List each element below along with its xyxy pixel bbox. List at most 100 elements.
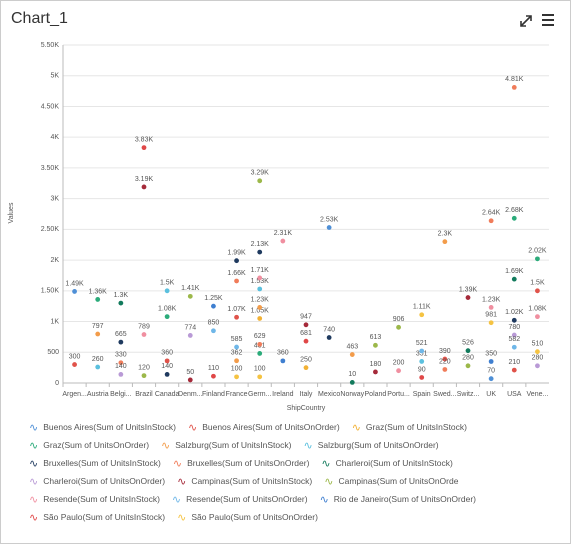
- y-tick-label: 4K: [50, 134, 59, 141]
- data-label: 2.13K: [251, 241, 270, 248]
- point: [141, 184, 147, 190]
- data-label: 100: [231, 366, 243, 373]
- data-label: 70: [487, 368, 495, 375]
- data-label: 280: [462, 355, 474, 362]
- legend-item[interactable]: ∿ Graz(Sum of UnitsInStock): [352, 419, 467, 435]
- data-label: 780: [508, 324, 520, 331]
- legend-icon: ∿: [351, 421, 361, 434]
- point: [234, 258, 239, 264]
- expand-icon[interactable]: [520, 15, 532, 27]
- data-label: 1.66K: [227, 270, 246, 277]
- point: [465, 295, 471, 300]
- data-label: 2.3K: [438, 230, 453, 237]
- data-label: 1.53K: [251, 278, 270, 285]
- legend-icon: ∿: [161, 439, 171, 452]
- legend-item[interactable]: ∿ Bruxelles(Sum of UnitsOnOrder): [173, 455, 310, 471]
- point: [164, 371, 170, 377]
- point: [141, 373, 147, 379]
- point: [303, 365, 309, 371]
- data-label: 2.31K: [274, 230, 293, 237]
- point: [211, 328, 216, 334]
- legend-icon: ∿: [324, 475, 334, 488]
- point: [511, 215, 517, 221]
- data-label: 330: [115, 352, 127, 359]
- data-label: 140: [115, 363, 127, 370]
- point: [187, 333, 193, 338]
- data-label: 1.39K: [459, 286, 478, 293]
- data-label: 210: [508, 359, 520, 366]
- point: [373, 342, 378, 348]
- legend-item[interactable]: ∿ Charleroi(Sum of UnitsInStock): [321, 455, 452, 471]
- point: [511, 276, 517, 282]
- legend-item[interactable]: ∿ São Paulo(Sum of UnitsInStock): [29, 509, 165, 525]
- point: [511, 344, 517, 350]
- point: [326, 225, 332, 230]
- legend-icon: ∿: [29, 421, 39, 434]
- x-tick-label: Vene...: [527, 391, 549, 398]
- legend-label: Resende(Sum of UnitsOnOrder): [186, 494, 308, 504]
- legend-item[interactable]: ∿ Graz(Sum of UnitsOnOrder): [29, 437, 149, 453]
- y-tick-label: 1.50K: [41, 288, 60, 295]
- data-label: 585: [231, 336, 243, 343]
- data-label: 2.68K: [505, 207, 524, 214]
- y-tick-label: 5K: [50, 73, 59, 80]
- legend-item[interactable]: ∿ Salzburg(Sum of UnitsOnOrder): [303, 437, 438, 453]
- point: [95, 364, 101, 370]
- legend-label: São Paulo(Sum of UnitsInStock): [43, 512, 166, 522]
- point: [349, 352, 355, 357]
- menu-icon[interactable]: [542, 14, 554, 26]
- point: [257, 305, 263, 310]
- data-label: 350: [485, 350, 497, 357]
- y-axis-title: Values: [8, 202, 15, 223]
- legend-item[interactable]: ∿ Campinas(Sum of UnitsInStock): [177, 473, 312, 489]
- data-label: 521: [416, 340, 428, 347]
- legend-label: Buenos Aires(Sum of UnitsOnOrder): [202, 422, 340, 432]
- data-label: 1.02K: [505, 309, 524, 316]
- y-tick-label: 3K: [50, 195, 59, 202]
- point: [72, 289, 77, 294]
- x-tick-label: Belgi...: [110, 391, 131, 398]
- legend-item[interactable]: ∿ Buenos Aires(Sum of UnitsOnOrder): [188, 419, 340, 435]
- point: [72, 362, 77, 367]
- legend-label: Salzburg(Sum of UnitsOnOrder): [317, 440, 439, 450]
- legend-icon: ∿: [29, 511, 39, 524]
- x-tick-label: Denm...: [178, 391, 203, 398]
- legend-label: Rio de Janeiro(Sum of UnitsOnOrder): [333, 494, 476, 504]
- data-label: 3.83K: [135, 136, 154, 143]
- legend-item[interactable]: ∿ Campinas(Sum of UnitsOnOrde: [324, 473, 458, 489]
- point: [118, 300, 124, 306]
- point: [118, 339, 124, 345]
- point: [234, 374, 239, 380]
- legend-item[interactable]: ∿ Resende(Sum of UnitsOnOrder): [172, 491, 308, 507]
- point: [373, 369, 378, 375]
- x-tick-label: Canada: [155, 391, 180, 398]
- legend-item[interactable]: ∿ Salzburg(Sum of UnitsInStock): [161, 437, 291, 453]
- point: [535, 256, 540, 262]
- y-tick-label: 5.50K: [41, 42, 60, 49]
- chart-title: Chart_1: [11, 10, 68, 27]
- point: [257, 275, 263, 281]
- point: [280, 238, 286, 244]
- x-tick-label: Austria: [87, 391, 109, 398]
- legend-label: Bruxelles(Sum of UnitsOnOrder): [187, 458, 310, 468]
- point: [164, 314, 170, 320]
- point: [187, 377, 193, 383]
- point: [396, 368, 401, 374]
- point: [141, 332, 147, 337]
- point: [465, 363, 471, 369]
- legend-label: Graz(Sum of UnitsInStock): [365, 422, 467, 432]
- legend-item[interactable]: ∿ Buenos Aires(Sum of UnitsInStock): [29, 419, 176, 435]
- legend-item[interactable]: ∿ Resende(Sum of UnitsInStock): [29, 491, 160, 507]
- legend-item[interactable]: ∿ Bruxelles(Sum of UnitsInStock): [29, 455, 161, 471]
- legend-item[interactable]: ∿ Rio de Janeiro(Sum of UnitsOnOrder): [320, 491, 476, 507]
- point: [396, 324, 401, 330]
- legend-icon: ∿: [29, 457, 39, 470]
- data-label: 1.71K: [251, 267, 270, 274]
- legend: ∿ Buenos Aires(Sum of UnitsInStock) ∿ Bueno…: [29, 419, 559, 525]
- point: [326, 335, 332, 340]
- chart: Chart_1 Values ShipCountry 0 500 1K 1.50K 2K…: [8, 10, 554, 412]
- legend-item[interactable]: ∿ São Paulo(Sum of UnitsOnOrder): [177, 509, 318, 525]
- legend-item[interactable]: ∿ Charleroi(Sum of UnitsOnOrder): [29, 473, 165, 489]
- data-label: 1.25K: [204, 295, 223, 302]
- point: [488, 320, 494, 326]
